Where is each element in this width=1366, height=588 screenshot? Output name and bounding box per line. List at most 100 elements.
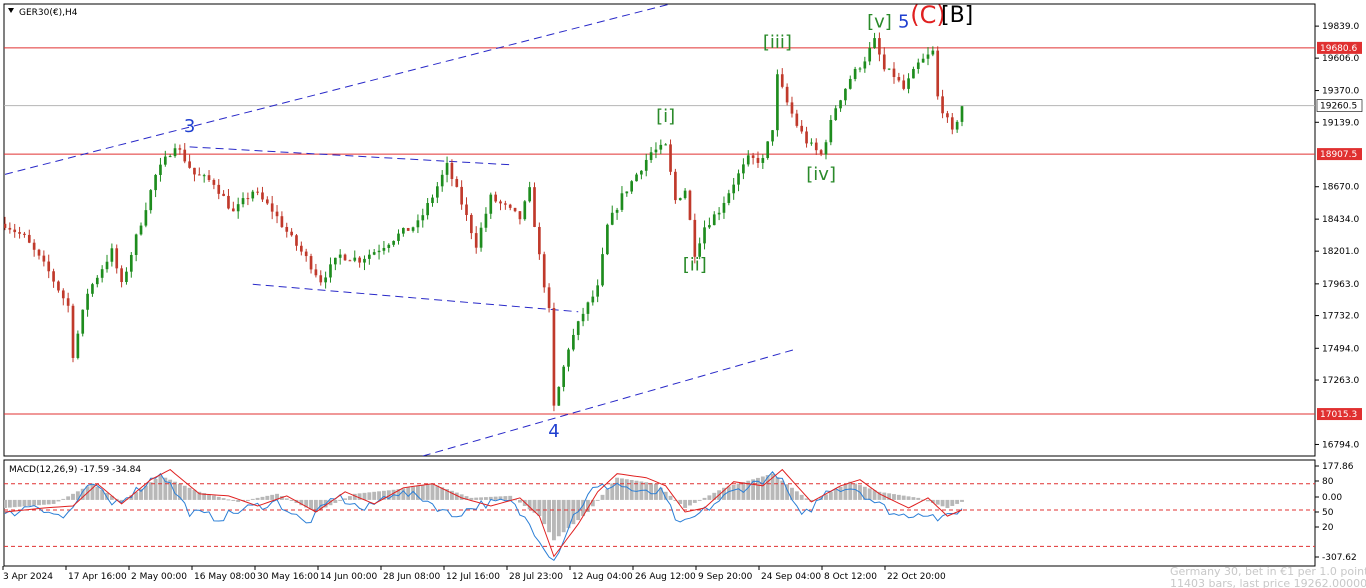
macd-histogram-bar bbox=[90, 483, 95, 500]
macd-histogram-bar bbox=[318, 499, 323, 510]
price-tick-label: 19839.0 bbox=[1322, 22, 1359, 32]
macd-histogram-bar bbox=[678, 499, 683, 504]
macd-histogram-bar bbox=[838, 486, 843, 500]
macd-histogram-bar bbox=[216, 496, 221, 500]
macd-histogram-bar bbox=[926, 499, 930, 502]
price-tick-label: 19139.0 bbox=[1322, 118, 1359, 128]
wave-labels-layer: 3 4 [i] [ii] [iii] [iv] [v] 5 (C)[B] bbox=[184, 1, 973, 442]
bear-candle bbox=[936, 50, 940, 97]
bull-candle bbox=[955, 121, 959, 130]
macd-histogram-bar bbox=[896, 494, 901, 500]
macd-histogram-bar bbox=[445, 489, 450, 500]
macd-histogram-bar bbox=[615, 477, 620, 500]
bull-candle bbox=[81, 309, 85, 334]
time-tick-label: 30 May 16:00 bbox=[257, 572, 319, 582]
macd-title: MACD(12,26,9) -17.59 -34.84 bbox=[9, 465, 141, 475]
bull-candle bbox=[858, 68, 862, 70]
bear-candle bbox=[878, 38, 881, 55]
macd-histogram-bar bbox=[32, 499, 37, 506]
title-dropdown-icon[interactable] bbox=[8, 8, 14, 13]
wave-label: [v] bbox=[867, 11, 892, 32]
macd-histogram-bar bbox=[192, 489, 197, 500]
macd-histogram-bar bbox=[867, 488, 872, 500]
macd-histogram-bar bbox=[731, 484, 736, 500]
macd-histogram-bar bbox=[916, 497, 921, 500]
bull-candle bbox=[324, 277, 327, 283]
current-price-label: 19260.5 bbox=[1320, 102, 1357, 112]
macd-histogram-bar bbox=[493, 496, 498, 500]
time-tick-label: 28 Jun 08:00 bbox=[383, 572, 440, 582]
bull-candle bbox=[591, 296, 595, 303]
bear-candle bbox=[222, 193, 225, 196]
time-tick-label: 3 Apr 2024 bbox=[3, 572, 53, 582]
bear-candle bbox=[47, 261, 51, 272]
level-price-label: 18907.5 bbox=[1320, 150, 1357, 160]
price-panel[interactable]: 3 4 [i] [ii] [iii] [iv] [v] 5 (C)[B] GER30(€),H4 bbox=[3, 1, 1316, 457]
macd-histogram-bar bbox=[848, 481, 853, 500]
macd-histogram-bar bbox=[304, 499, 309, 508]
macd-histogram-bar bbox=[775, 477, 780, 500]
macd-histogram-bar bbox=[853, 483, 858, 500]
macd-histogram-bar bbox=[61, 498, 66, 500]
bull-candle bbox=[479, 227, 483, 248]
macd-histogram-bar bbox=[707, 495, 712, 500]
macd-histogram-bar bbox=[581, 499, 586, 517]
bear-candle bbox=[499, 201, 502, 204]
bear-candle bbox=[343, 254, 347, 261]
macd-histogram-bar bbox=[833, 489, 838, 500]
bear-candle bbox=[780, 74, 784, 87]
bear-candle bbox=[688, 190, 692, 220]
macd-histogram-bar bbox=[425, 484, 430, 500]
macd-histogram-bar bbox=[80, 488, 85, 500]
watermark-line-1: Germany 30, bet in €1 per 1.0 points bbox=[1170, 565, 1366, 578]
bear-candle bbox=[552, 307, 556, 406]
macd-histogram-bar bbox=[537, 499, 542, 517]
macd-panel[interactable]: MACD(12,26,9) -17.59 -34.84 bbox=[3, 459, 1316, 567]
macd-histogram-bar bbox=[479, 497, 484, 500]
bull-candle bbox=[635, 174, 638, 182]
bull-candle bbox=[960, 106, 964, 122]
macd-histogram-bar bbox=[790, 487, 794, 500]
bull-candle bbox=[649, 152, 653, 160]
bear-candle bbox=[785, 86, 789, 103]
bull-candle bbox=[100, 269, 104, 278]
bull-candle bbox=[907, 78, 910, 89]
macd-histogram-bar bbox=[401, 488, 406, 500]
macd-histogram-bar bbox=[887, 493, 892, 500]
bear-candle bbox=[4, 223, 7, 228]
macd-histogram-bar bbox=[629, 479, 634, 500]
wave-label: [iv] bbox=[806, 164, 836, 185]
wave-label: 5 bbox=[898, 11, 909, 32]
bear-candle bbox=[256, 191, 259, 193]
time-tick-label: 12 Jul 16:00 bbox=[446, 572, 500, 582]
bull-candle bbox=[771, 130, 774, 142]
macd-histogram-bar bbox=[430, 483, 435, 500]
macd-histogram-bar bbox=[634, 480, 639, 500]
wave-label: [i] bbox=[656, 106, 675, 127]
wave-label: [ii] bbox=[683, 255, 707, 276]
macd-histogram-bar bbox=[226, 499, 231, 501]
macd-histogram-bar bbox=[168, 479, 173, 500]
bull-candle bbox=[523, 201, 527, 220]
macd-histogram-bar bbox=[950, 499, 955, 506]
bull-candle bbox=[848, 78, 852, 89]
macd-histogram-bar bbox=[343, 498, 347, 500]
bull-candle bbox=[387, 244, 391, 248]
bull-candle bbox=[377, 250, 381, 253]
macd-histogram-bar bbox=[338, 499, 343, 501]
bear-candle bbox=[246, 198, 250, 200]
bear-candle bbox=[533, 187, 536, 227]
macd-layer bbox=[4, 468, 1315, 561]
macd-histogram-bar bbox=[658, 487, 663, 500]
bull-candle bbox=[95, 277, 99, 285]
macd-histogram-bar bbox=[600, 494, 605, 500]
bull-candle bbox=[727, 193, 731, 203]
price-tick-label: 19370.0 bbox=[1322, 87, 1359, 97]
bear-candle bbox=[32, 242, 36, 250]
macd-histogram-bar bbox=[746, 480, 751, 500]
bull-candle bbox=[926, 54, 930, 59]
bull-candle bbox=[810, 142, 813, 144]
macd-histogram-bar bbox=[17, 499, 22, 507]
macd-histogram-bar bbox=[595, 499, 600, 501]
